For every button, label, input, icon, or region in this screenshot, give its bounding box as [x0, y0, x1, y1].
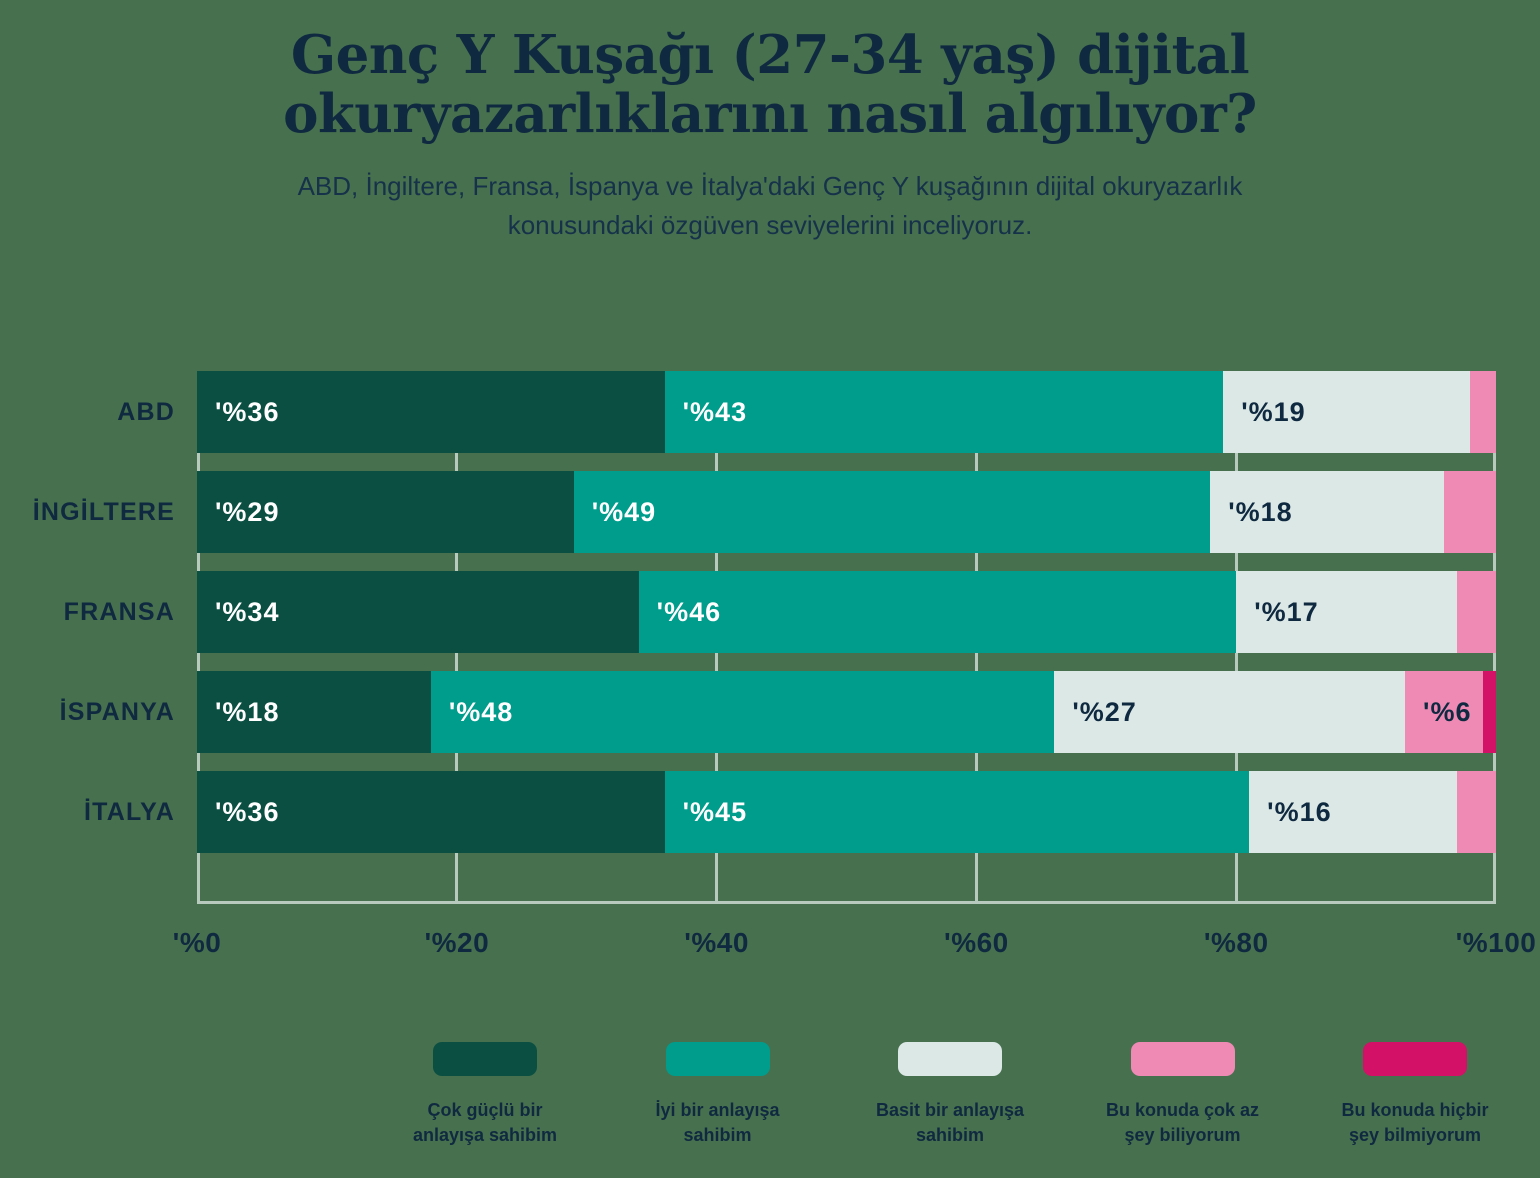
legend-label: Çok güçlü bir anlayışa sahibim — [412, 1100, 558, 1145]
bar-value-label: '%36 — [215, 796, 280, 827]
bar-value-label: '%29 — [215, 496, 280, 527]
legend-label: Bu konuda çok az şey biliyorum — [1105, 1100, 1260, 1145]
legend-item[interactable]: Çok güçlü bir anlayışa sahibim — [380, 1042, 590, 1148]
legend-label: İyi bir anlayışa sahibim — [655, 1100, 780, 1145]
bar-value-label: '%6 — [1423, 696, 1472, 727]
legend-label: Bu konuda hiçbir şey bilmiyorum — [1341, 1100, 1489, 1145]
bar-row: İTALYA '%36 '%45 '%16 — [84, 771, 1496, 853]
bar-value-label: '%17 — [1254, 596, 1319, 627]
bar-value-label: '%16 — [1267, 796, 1332, 827]
bar-rows: ABD '%36 '%43 '%19 İNGİLTERE '%29 '%49 '%18 FRAN… — [33, 371, 1496, 901]
bar-value-label: '%18 — [215, 696, 280, 727]
bar-segment[interactable] — [1482, 671, 1496, 753]
page-title: Genç Y Kuşağı (27-34 yaş) dijital okurya… — [283, 24, 1257, 146]
bar-segment[interactable]: '%17 — [1236, 571, 1458, 653]
legend-swatch — [898, 1042, 1002, 1076]
bar-row: İSPANYA '%18 '%48 '%27 '%6 — [60, 671, 1496, 753]
page-subtitle: ABD, İngiltere, Fransa, İspanya ve İtaly… — [297, 170, 1243, 241]
category-label: FRANSA — [63, 598, 175, 626]
bar-value-label: '%19 — [1241, 396, 1306, 427]
chart-legend: Çok güçlü bir anlayışa sahibim İyi bir an… — [380, 1042, 1520, 1148]
category-label: İTALYA — [83, 798, 175, 826]
bar-segment[interactable]: '%46 — [638, 571, 1237, 653]
bar-segment[interactable] — [1457, 771, 1496, 853]
x-axis-tick-label: '%100 — [1455, 927, 1537, 958]
x-axis-tick-label: '%60 — [944, 927, 1009, 958]
category-label: İSPANYA — [59, 698, 175, 726]
bar-segment[interactable] — [1444, 471, 1496, 553]
bar-segment[interactable]: '%34 — [197, 571, 639, 653]
legend-item[interactable]: Bu konuda çok az şey biliyorum — [1078, 1042, 1288, 1148]
bar-value-label: '%45 — [682, 796, 748, 827]
bar-segment[interactable]: '%27 — [1054, 671, 1406, 753]
chart-plot-area: ABD '%36 '%43 '%19 İNGİLTERE '%29 '%49 '%18 FRAN… — [33, 371, 1496, 901]
legend-swatch — [1363, 1042, 1467, 1076]
legend-swatch — [665, 1042, 770, 1076]
bar-value-label: '%46 — [656, 596, 722, 627]
bar-value-label: '%27 — [1072, 696, 1137, 727]
bar-row: İNGİLTERE '%29 '%49 '%18 — [33, 471, 1496, 553]
bar-segment[interactable] — [1457, 571, 1496, 653]
bar-segment[interactable]: '%36 — [197, 771, 665, 853]
bar-segment[interactable] — [1469, 371, 1496, 453]
x-axis: '%0 '%20 '%40 '%60 '%80 '%100 — [173, 901, 1536, 961]
bar-value-label: '%43 — [682, 396, 748, 427]
bar-value-label: '%36 — [215, 396, 280, 427]
bar-segment[interactable]: '%36 — [197, 371, 665, 453]
legend-swatch — [433, 1042, 537, 1076]
bar-segment[interactable]: '%48 — [430, 671, 1055, 753]
bar-row: ABD '%36 '%43 '%19 — [117, 371, 1496, 453]
legend-item[interactable]: Basit bir anlayışa sahibim — [845, 1042, 1055, 1148]
x-axis-line — [197, 901, 1496, 904]
bar-value-label: '%49 — [591, 496, 657, 527]
legend-item[interactable]: Bu konuda hiçbir şey bilmiyorum — [1310, 1042, 1520, 1148]
category-label: ABD — [117, 398, 175, 426]
legend-swatch — [1130, 1042, 1235, 1076]
bar-segment[interactable]: '%43 — [664, 371, 1224, 453]
x-axis-tick-label: '%40 — [684, 927, 749, 958]
bar-segment[interactable]: '%45 — [664, 771, 1250, 853]
x-axis-tick-label: '%20 — [424, 927, 490, 958]
bar-segment[interactable]: '%19 — [1223, 371, 1470, 453]
bar-value-label: '%48 — [448, 696, 514, 727]
bar-segment[interactable]: '%6 — [1405, 671, 1483, 753]
legend-item[interactable]: İyi bir anlayışa sahibim — [613, 1042, 823, 1148]
x-axis-tick-label: '%80 — [1203, 927, 1269, 958]
bar-segment[interactable]: '%18 — [197, 671, 431, 753]
bar-value-label: '%18 — [1228, 496, 1293, 527]
bar-value-label: '%34 — [215, 596, 280, 627]
bar-row: FRANSA '%34 '%46 '%17 — [64, 571, 1496, 653]
bar-segment[interactable]: '%16 — [1249, 771, 1457, 853]
bar-segment[interactable]: '%18 — [1210, 471, 1445, 553]
legend-label: Basit bir anlayışa sahibim — [875, 1100, 1025, 1145]
bar-segment[interactable]: '%29 — [197, 471, 574, 553]
category-label: İNGİLTERE — [32, 498, 175, 526]
bar-segment[interactable]: '%49 — [573, 471, 1211, 553]
x-axis-tick-label: '%0 — [172, 927, 222, 958]
